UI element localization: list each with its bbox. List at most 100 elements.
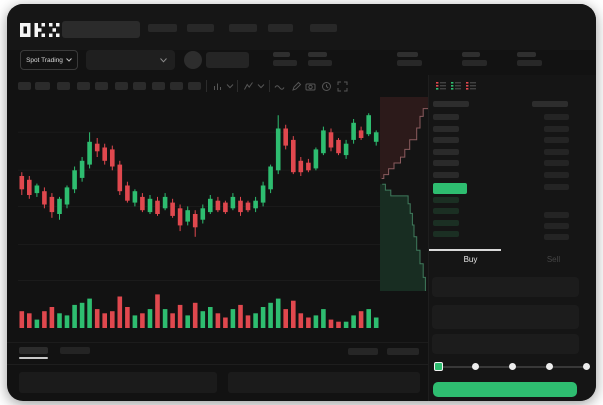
toolbar-tool-3[interactable] <box>57 82 70 90</box>
toolbar-divider <box>206 80 207 92</box>
ticker-stat-label <box>273 52 290 57</box>
tab-buy[interactable]: Buy <box>463 255 478 264</box>
ask-price-bar[interactable] <box>433 125 459 132</box>
bid-price-bar[interactable] <box>433 197 459 203</box>
tab-sell[interactable]: Sell <box>546 255 561 264</box>
chevron-down-icon <box>66 58 72 62</box>
bottom-tab-indicator <box>19 357 48 359</box>
slider-stop-2[interactable] <box>508 363 516 370</box>
bottom-tab-2[interactable] <box>60 347 90 354</box>
toolbar-tool-7[interactable] <box>133 82 146 90</box>
panel-divider <box>428 75 429 401</box>
last-price-amount-bar <box>544 184 569 190</box>
interval-chevron-down-icon[interactable] <box>226 84 237 95</box>
ask-price-bar[interactable] <box>433 137 459 144</box>
slider-stop-4[interactable] <box>582 363 590 370</box>
toolbar-divider <box>269 80 270 92</box>
fullscreen-icon[interactable] <box>337 81 348 92</box>
bottom-action-2[interactable] <box>387 348 419 355</box>
bid-amount-bar[interactable] <box>544 212 569 218</box>
ask-amount-bar[interactable] <box>544 125 569 132</box>
book-layout-combined-icon[interactable] <box>436 81 447 92</box>
bid-price-bar[interactable] <box>433 208 459 215</box>
search-input[interactable] <box>62 21 140 38</box>
book-header-amount <box>532 101 568 107</box>
ask-price-bar[interactable] <box>433 148 459 155</box>
ask-amount-bar[interactable] <box>544 172 569 178</box>
bid-amount-bar[interactable] <box>544 223 569 229</box>
slider-stop-3[interactable] <box>545 363 553 370</box>
bottom-panel-left <box>19 372 217 393</box>
price-input[interactable] <box>432 277 579 297</box>
book-layout-bids-icon[interactable] <box>451 81 462 92</box>
draw-pencil-icon[interactable] <box>291 81 302 92</box>
book-layout-asks-icon[interactable] <box>466 81 477 92</box>
ticker-stat-value <box>517 60 542 66</box>
ask-price-bar[interactable] <box>433 114 459 120</box>
toolbar-tool-9[interactable] <box>170 82 183 90</box>
ask-price-bar[interactable] <box>433 172 459 178</box>
indicators-chevron-down-icon[interactable] <box>257 84 268 95</box>
ticker-stat-value <box>273 60 297 66</box>
bid-price-bar[interactable] <box>433 219 459 226</box>
bottom-action-1[interactable] <box>348 348 378 355</box>
depth-chart-svg <box>380 97 430 291</box>
nav-item-4[interactable] <box>268 24 293 32</box>
bid-price-bar[interactable] <box>433 230 459 237</box>
line-chart-icon[interactable] <box>274 82 285 93</box>
toolbar-divider <box>237 80 238 92</box>
toolbar-tool-6[interactable] <box>115 82 128 90</box>
last-price-highlight[interactable] <box>433 183 467 194</box>
ticker-stat-label <box>397 52 418 57</box>
nav-item-1[interactable] <box>148 24 177 32</box>
nav-item-5[interactable] <box>310 24 337 32</box>
account-button[interactable] <box>206 52 249 68</box>
bid-amount-bar[interactable] <box>544 234 569 240</box>
amount-input[interactable] <box>432 305 579 329</box>
volume-bars <box>19 294 379 328</box>
candlestick-chart <box>18 113 380 281</box>
ask-amount-bar[interactable] <box>544 148 569 155</box>
okx-logo[interactable] <box>20 23 60 37</box>
order-book-panel: Buy Sell <box>429 75 596 401</box>
app-window: Spot Trading <box>7 4 596 401</box>
total-input[interactable] <box>432 334 579 354</box>
nav-item-3[interactable] <box>229 24 257 32</box>
section-divider <box>7 342 428 343</box>
section-divider <box>7 364 428 365</box>
toolbar-tool-4[interactable] <box>77 82 90 90</box>
pair-selector[interactable] <box>86 50 175 70</box>
toolbar-tool-5[interactable] <box>95 82 108 90</box>
depth-chart[interactable] <box>380 97 434 291</box>
ticker-stat-value <box>462 60 487 66</box>
interval-icon[interactable] <box>212 81 223 92</box>
toolbar-tool-2[interactable] <box>35 82 50 90</box>
buy-tab-indicator <box>429 249 501 251</box>
ticker-stat-value <box>308 60 332 66</box>
book-header-price <box>433 101 469 107</box>
volume-pane[interactable] <box>18 292 380 332</box>
slider-stop-1[interactable] <box>471 363 479 370</box>
ticker-stat-label <box>517 52 536 57</box>
chevron-down-icon <box>160 58 167 63</box>
toolbar-tool-8[interactable] <box>152 82 165 90</box>
candlestick-chart-canvas[interactable] <box>18 100 380 290</box>
market-type-label: Spot Trading <box>26 56 63 64</box>
clock-icon[interactable] <box>321 81 332 92</box>
toolbar-tool-10[interactable] <box>188 82 201 90</box>
ask-amount-bar[interactable] <box>544 114 569 120</box>
toolbar-tool-1[interactable] <box>18 82 31 90</box>
ask-price-bar[interactable] <box>433 160 459 167</box>
camera-icon[interactable] <box>305 81 316 92</box>
ask-amount-bar[interactable] <box>544 160 569 167</box>
indicators-icon[interactable] <box>243 81 254 92</box>
slider-handle[interactable] <box>433 362 443 371</box>
buy-button[interactable] <box>433 382 577 397</box>
nav-item-2[interactable] <box>187 24 214 32</box>
bottom-tab-active[interactable] <box>19 347 48 354</box>
avatar[interactable] <box>184 51 202 69</box>
market-type-selector[interactable]: Spot Trading <box>20 50 78 70</box>
bottom-panel-right <box>228 372 420 393</box>
ask-amount-bar[interactable] <box>544 137 569 144</box>
ticker-stat-label <box>462 52 480 57</box>
